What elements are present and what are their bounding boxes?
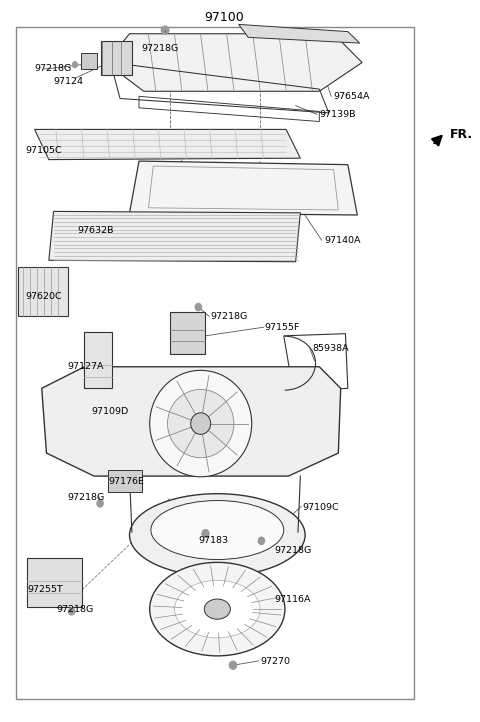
Text: 97109C: 97109C [303,503,339,511]
Text: 97183: 97183 [198,536,228,545]
Bar [27,558,82,607]
Text: 97654A: 97654A [334,92,370,101]
Polygon shape [42,367,341,476]
Polygon shape [35,129,300,160]
Text: 97176E: 97176E [108,477,144,487]
Text: 97218G: 97218G [210,312,248,321]
Text: 97218G: 97218G [68,493,105,503]
Ellipse shape [229,661,237,669]
Ellipse shape [191,413,211,435]
Polygon shape [130,161,357,215]
Polygon shape [239,25,360,43]
Ellipse shape [130,494,305,576]
Ellipse shape [151,500,284,560]
Text: 85938A: 85938A [312,344,349,353]
Text: 97270: 97270 [260,657,290,666]
Bar [101,41,132,76]
Bar [170,312,205,354]
Ellipse shape [150,370,252,477]
Text: 97140A: 97140A [324,235,360,245]
Text: 97218G: 97218G [142,43,179,53]
Ellipse shape [204,599,230,619]
Bar [81,53,97,69]
Text: 97100: 97100 [204,12,244,25]
Bar [84,332,112,388]
Text: 97139B: 97139B [319,110,356,119]
Text: FR.: FR. [450,128,473,141]
Bar [16,27,414,699]
Polygon shape [106,34,362,91]
Text: 97155F: 97155F [265,323,300,331]
Ellipse shape [69,608,75,615]
Text: 97218G: 97218G [274,546,312,554]
Ellipse shape [202,530,209,538]
Text: 97620C: 97620C [25,292,62,301]
Text: 97124: 97124 [54,77,84,86]
Ellipse shape [258,537,264,544]
Text: 97632B: 97632B [77,225,114,235]
Text: 97109D: 97109D [92,406,129,416]
Ellipse shape [175,580,260,638]
Text: 97218G: 97218G [56,604,93,614]
Ellipse shape [72,62,77,68]
Text: 97255T: 97255T [27,586,63,594]
Text: 97127A: 97127A [68,362,104,370]
Ellipse shape [150,562,285,656]
Bar [18,267,68,316]
Text: 97116A: 97116A [274,595,311,604]
Bar [108,470,143,492]
Text: 97218G: 97218G [35,64,72,74]
Ellipse shape [161,26,169,34]
Ellipse shape [195,303,202,310]
Text: 97105C: 97105C [25,146,62,155]
Polygon shape [49,212,300,262]
Ellipse shape [97,500,103,507]
Ellipse shape [168,389,234,458]
